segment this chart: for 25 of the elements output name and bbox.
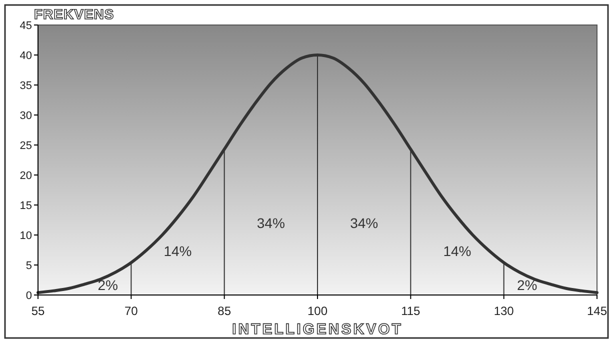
y-tick-label: 15 (20, 200, 32, 212)
y-tick-label: 25 (20, 140, 32, 152)
x-tick-label: 70 (124, 304, 138, 318)
annotation: 2% (98, 277, 118, 294)
y-tick-label: 40 (20, 50, 32, 62)
y-axis-title: FREKVENS (34, 6, 114, 22)
y-tick-label: 0 (26, 290, 32, 302)
y-tick-label: 10 (20, 230, 32, 242)
x-tick-label: 55 (31, 304, 45, 318)
y-tick-label: 35 (20, 80, 32, 92)
x-tick-label: 100 (307, 304, 328, 318)
annotation: 2% (517, 277, 538, 294)
annotation: 14% (164, 243, 192, 260)
annotation: 34% (256, 214, 285, 231)
x-axis-title: INTELLIGENSKVOT (232, 321, 403, 338)
x-tick-label: 145 (586, 304, 608, 318)
x-tick-label: 130 (494, 304, 514, 318)
y-tick-label: 45 (20, 20, 32, 32)
x-tick-label: 115 (401, 304, 421, 318)
annotation: 34% (350, 214, 378, 231)
y-tick-label: 30 (20, 110, 32, 122)
annotation: 14% (443, 243, 472, 260)
x-tick-label: 85 (218, 304, 232, 318)
y-tick-label: 20 (20, 170, 32, 182)
y-tick-label: 5 (26, 260, 32, 272)
